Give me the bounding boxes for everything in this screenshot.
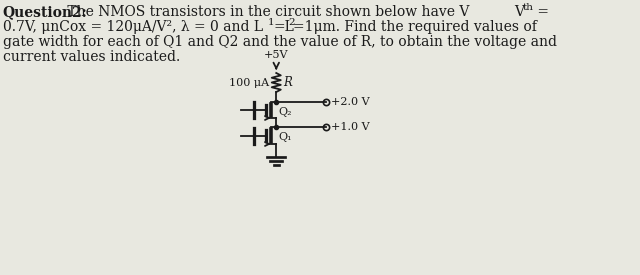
Text: Q₂: Q₂: [278, 107, 292, 117]
Text: th: th: [523, 3, 534, 12]
Text: 100 μA: 100 μA: [229, 78, 269, 87]
Text: 1: 1: [268, 18, 275, 27]
Text: gate width for each of Q1 and Q2 and the value of R, to obtain the voltage and: gate width for each of Q1 and Q2 and the…: [3, 35, 557, 49]
Text: current values indicated.: current values indicated.: [3, 50, 180, 64]
Text: =: =: [532, 5, 548, 19]
Text: 0.7V, μnCox = 120μA/V², λ = 0 and L: 0.7V, μnCox = 120μA/V², λ = 0 and L: [3, 20, 263, 34]
Text: Question2:: Question2:: [3, 5, 88, 19]
Text: +1.0 V: +1.0 V: [331, 122, 369, 132]
Text: +5V: +5V: [264, 50, 289, 60]
Text: Q₁: Q₁: [278, 133, 292, 142]
Text: 2: 2: [288, 18, 294, 27]
Text: R: R: [284, 76, 292, 89]
Text: +2.0 V: +2.0 V: [331, 97, 369, 107]
Text: =1μm. Find the required values of: =1μm. Find the required values of: [294, 20, 538, 34]
Text: The NMOS transistors in the circuit shown below have V: The NMOS transistors in the circuit show…: [63, 5, 470, 19]
Text: V: V: [515, 5, 524, 19]
Text: =L: =L: [273, 20, 294, 34]
